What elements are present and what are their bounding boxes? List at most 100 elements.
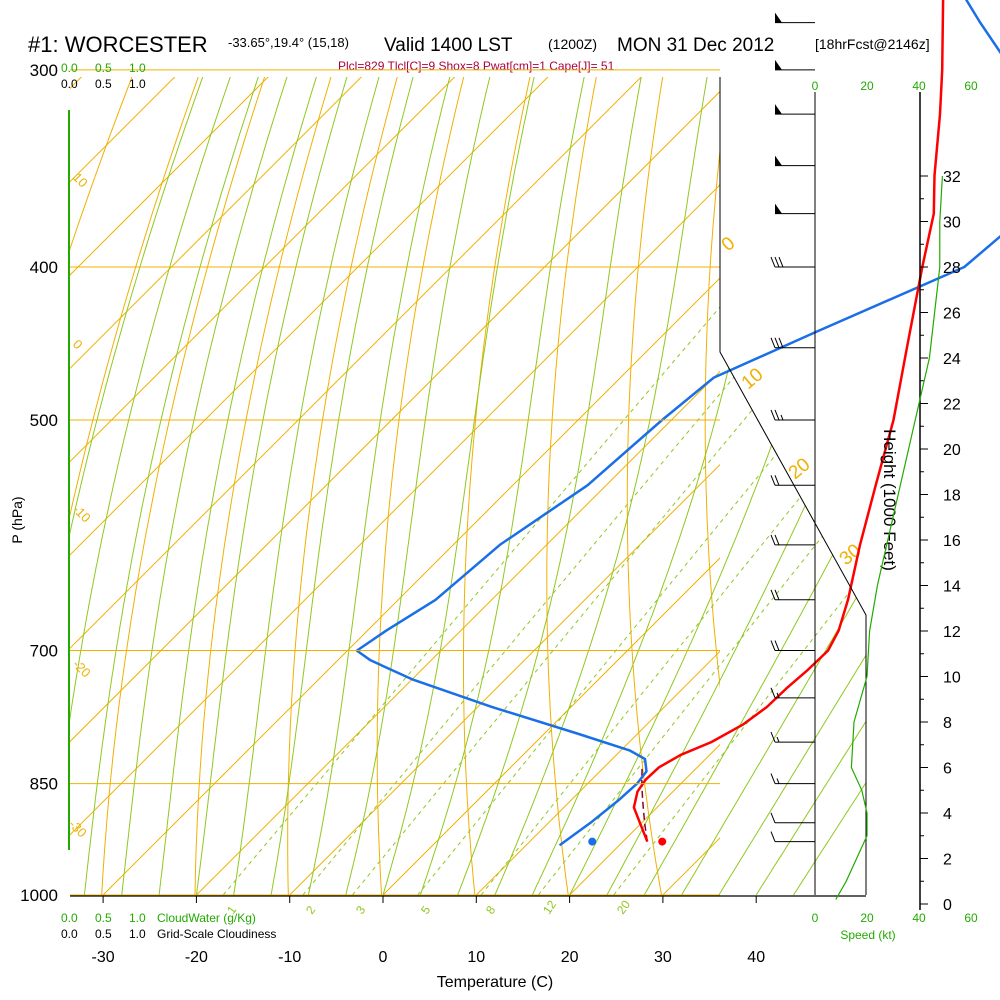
- isotherm-line: [70, 77, 176, 183]
- dry-adiabat-line: [704, 146, 720, 690]
- isotherm-line: [569, 743, 720, 895]
- height-tick-label: 18: [943, 488, 961, 505]
- wind-speed-profile: [835, 175, 943, 900]
- wind-barb: [770, 337, 815, 349]
- speed-top-tick: 60: [964, 79, 978, 93]
- station-title: #1: WORCESTER: [28, 32, 208, 57]
- mixing-ratio-label: 20: [614, 897, 633, 916]
- isotherm-line: [475, 650, 720, 895]
- speed-bottom-tick: 40: [912, 911, 926, 925]
- speed-top-tick: 20: [860, 79, 874, 93]
- isotherm-label: 0: [70, 337, 86, 353]
- moist-adiabat-line: [793, 77, 866, 895]
- station-coords: -33.65°,19.4° (15,18): [228, 35, 349, 50]
- height-tick-label: 24: [943, 351, 961, 368]
- height-tick-label: 14: [943, 579, 961, 596]
- height-tick-label: 12: [943, 624, 961, 641]
- mixing-ratio-label: 2: [303, 903, 318, 917]
- wind-barb: [770, 812, 815, 824]
- forecast-date: MON 31 Dec 2012: [617, 35, 774, 56]
- isotherm-line: [70, 77, 642, 649]
- speed-bottom-tick: 20: [860, 911, 874, 925]
- speed-top-tick: 40: [912, 79, 926, 93]
- parcel-path: [641, 766, 649, 842]
- moist-adiabat-line: [457, 77, 707, 895]
- isotherm-label: -10: [70, 502, 94, 526]
- cloudiness-bottom-tick: 0.5: [95, 927, 112, 941]
- cloudiness-legend-label: Grid-Scale Cloudiness: [157, 927, 276, 941]
- dry-adiabat-line: [70, 77, 199, 517]
- y-axis-title: P (hPa): [9, 496, 25, 543]
- height-tick-label: 10: [943, 670, 961, 687]
- temperature-tick-label: -30: [92, 949, 115, 966]
- isotherm-line: [850, 0, 1000, 895]
- temperature-tick-label: 10: [467, 949, 485, 966]
- forecast-run: [18hrFcst@2146z]: [815, 36, 930, 52]
- temperature-tick-label: 30: [654, 949, 672, 966]
- wind-barb: [770, 534, 815, 546]
- cloudiness-top-tick: 0.5: [95, 77, 112, 91]
- height-tick-label: 2: [943, 852, 952, 869]
- dry-adiabat-line: [781, 0, 849, 895]
- mixing-ratio-label: 12: [540, 897, 559, 916]
- isotherm-line: [70, 77, 363, 370]
- cloudwater-top-tick: 0.5: [95, 61, 112, 75]
- isotherm-label: 10: [70, 170, 91, 191]
- isotherm-line: [70, 77, 456, 463]
- wind-barb: [775, 12, 815, 24]
- temperature-tick-label: 0: [379, 949, 388, 966]
- isotherm-line: [70, 184, 720, 836]
- wind-barb: [770, 640, 815, 652]
- height-axis-title: Height (1000 Feet): [880, 429, 899, 571]
- speed-bottom-tick: 60: [964, 911, 978, 925]
- wind-barb: [770, 589, 815, 601]
- x-axis-title: Temperature (C): [437, 974, 553, 991]
- dry-adiabat-line: [101, 77, 266, 895]
- cloudiness-bottom-tick: 1.0: [129, 927, 146, 941]
- wind-barb: [770, 475, 815, 486]
- dry-adiabat-line: [463, 77, 531, 895]
- wind-barb: [775, 104, 815, 115]
- isotherm-line: [196, 370, 720, 895]
- height-tick-label: 26: [943, 306, 961, 323]
- moist-adiabat-line: [195, 77, 444, 895]
- moist-adiabat-label: 10: [738, 364, 768, 394]
- isotherm-line: [102, 277, 720, 895]
- pressure-tick-label: 400: [30, 258, 58, 277]
- cloudiness-top-tick: 0.0: [61, 77, 78, 91]
- wind-barb: [770, 773, 815, 785]
- wind-barb: [770, 831, 815, 843]
- moist-adiabat-line: [121, 77, 391, 895]
- height-tick-label: 0: [943, 897, 952, 914]
- height-tick-label: 20: [943, 442, 961, 459]
- dry-adiabat-line: [194, 77, 332, 895]
- speed-top-tick: 0: [812, 79, 819, 93]
- dry-adiabat-line: [626, 77, 664, 895]
- isotherm-line: [70, 77, 269, 276]
- isotherm-line: [382, 557, 720, 895]
- surface-temperature-marker: [658, 837, 667, 846]
- pressure-tick-label: 1000: [20, 886, 58, 905]
- moist-adiabat-line: [233, 77, 473, 895]
- cloudwater-top-tick: 1.0: [129, 61, 146, 75]
- temperature-profile: [632, 0, 945, 843]
- moist-adiabat-line: [494, 77, 766, 895]
- wind-barb: [775, 59, 815, 71]
- dry-adiabat-line: [994, 0, 1000, 895]
- moist-adiabat-line: [755, 77, 866, 895]
- mixing-ratio-label: 8: [483, 903, 498, 917]
- dry-adiabat-line: [376, 77, 465, 895]
- cloudwater-bottom-tick: 0.0: [61, 911, 78, 925]
- moist-adiabat-line: [83, 77, 365, 895]
- dry-adiabat-line: [70, 77, 133, 251]
- dry-adiabat-line: [287, 77, 398, 895]
- pressure-tick-label: 500: [30, 411, 58, 430]
- dry-adiabat-line: [925, 0, 1000, 895]
- cloudwater-bottom-tick: 0.5: [95, 911, 112, 925]
- isotherm-line: [289, 463, 720, 895]
- temperature-tick-label: 20: [561, 949, 579, 966]
- height-tick-label: 22: [943, 397, 961, 414]
- mixing-ratio-line: [613, 266, 866, 895]
- wind-barb: [770, 256, 815, 268]
- wind-barb: [770, 731, 815, 743]
